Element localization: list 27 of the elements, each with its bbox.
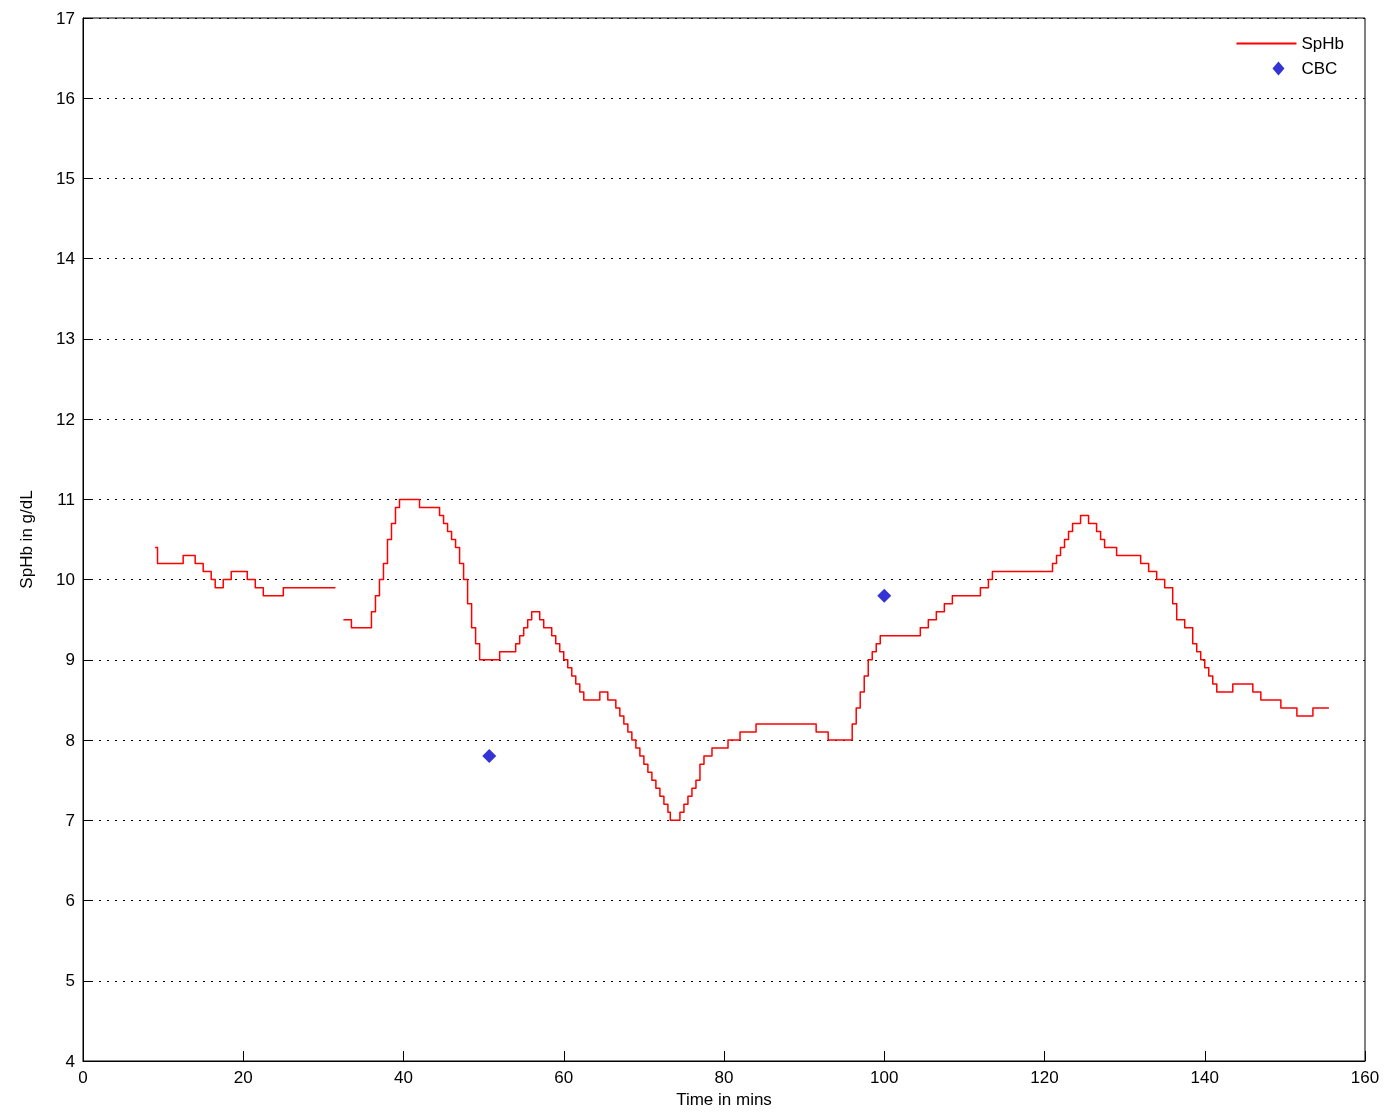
y-tick-label: 11 (57, 489, 75, 509)
x-tick-label: 0 (78, 1068, 88, 1087)
y-tick-label: 4 (65, 1051, 75, 1071)
y-tick-label: 15 (56, 168, 75, 188)
legend-label: CBC (1301, 59, 1338, 78)
x-tick-label: 160 (1350, 1068, 1380, 1087)
x-axis-title: Time in mins (676, 1089, 772, 1109)
y-tick-label: 12 (56, 409, 75, 429)
x-tick-label: 120 (1030, 1068, 1059, 1087)
y-tick-label: 14 (56, 249, 75, 269)
y-tick-label: 13 (56, 329, 75, 349)
y-tick-label: 5 (65, 971, 75, 991)
y-tick-label: 17 (56, 8, 75, 28)
y-tick-label: 9 (65, 650, 75, 670)
y-tick-label: 7 (65, 810, 75, 830)
x-tick-label: 100 (870, 1068, 899, 1087)
x-tick-label: 80 (714, 1068, 734, 1087)
x-tick-label: 20 (233, 1068, 253, 1087)
x-tick-label: 40 (394, 1068, 413, 1087)
x-tick-label: 60 (554, 1068, 574, 1087)
y-tick-label: 10 (56, 570, 75, 590)
y-tick-label: 8 (65, 730, 75, 750)
legend-label: SpHb (1301, 34, 1345, 53)
x-tick-label: 140 (1190, 1068, 1219, 1087)
y-axis-title: SpHb in g/dL (17, 490, 36, 589)
y-tick-label: 6 (65, 891, 75, 911)
y-tick-label: 16 (56, 88, 75, 108)
